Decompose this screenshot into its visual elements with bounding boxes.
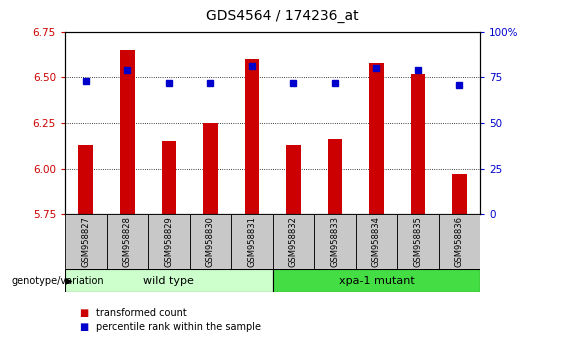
Text: GSM958828: GSM958828 xyxy=(123,216,132,267)
Bar xyxy=(411,74,425,214)
Text: percentile rank within the sample: percentile rank within the sample xyxy=(96,322,261,332)
Bar xyxy=(79,145,93,214)
Text: GSM958834: GSM958834 xyxy=(372,216,381,267)
Text: ▶: ▶ xyxy=(65,276,72,286)
Bar xyxy=(273,269,480,292)
Bar xyxy=(452,174,467,214)
Text: GDS4564 / 174236_at: GDS4564 / 174236_at xyxy=(206,9,359,23)
Text: GSM958833: GSM958833 xyxy=(331,216,340,267)
Text: GSM958830: GSM958830 xyxy=(206,216,215,267)
Text: GSM958829: GSM958829 xyxy=(164,216,173,267)
Text: GSM958827: GSM958827 xyxy=(81,216,90,267)
Bar xyxy=(356,214,397,269)
Bar xyxy=(65,214,107,269)
Bar xyxy=(397,214,439,269)
Bar xyxy=(231,214,273,269)
Bar xyxy=(286,145,301,214)
Text: GSM958835: GSM958835 xyxy=(414,216,423,267)
Bar xyxy=(314,214,356,269)
Text: ■: ■ xyxy=(79,308,88,318)
Bar xyxy=(203,123,218,214)
Text: GSM958836: GSM958836 xyxy=(455,216,464,267)
Bar xyxy=(65,269,273,292)
Text: ■: ■ xyxy=(79,322,88,332)
Bar xyxy=(439,214,480,269)
Text: wild type: wild type xyxy=(144,275,194,286)
Bar xyxy=(245,59,259,214)
Bar xyxy=(328,139,342,214)
Text: GSM958831: GSM958831 xyxy=(247,216,257,267)
Bar xyxy=(107,214,148,269)
Bar xyxy=(162,141,176,214)
Text: transformed count: transformed count xyxy=(96,308,187,318)
Text: xpa-1 mutant: xpa-1 mutant xyxy=(338,275,414,286)
Bar xyxy=(190,214,231,269)
Bar xyxy=(120,50,134,214)
Bar xyxy=(369,63,384,214)
Text: GSM958832: GSM958832 xyxy=(289,216,298,267)
Bar xyxy=(273,214,314,269)
Bar xyxy=(148,214,190,269)
Text: genotype/variation: genotype/variation xyxy=(11,276,104,286)
